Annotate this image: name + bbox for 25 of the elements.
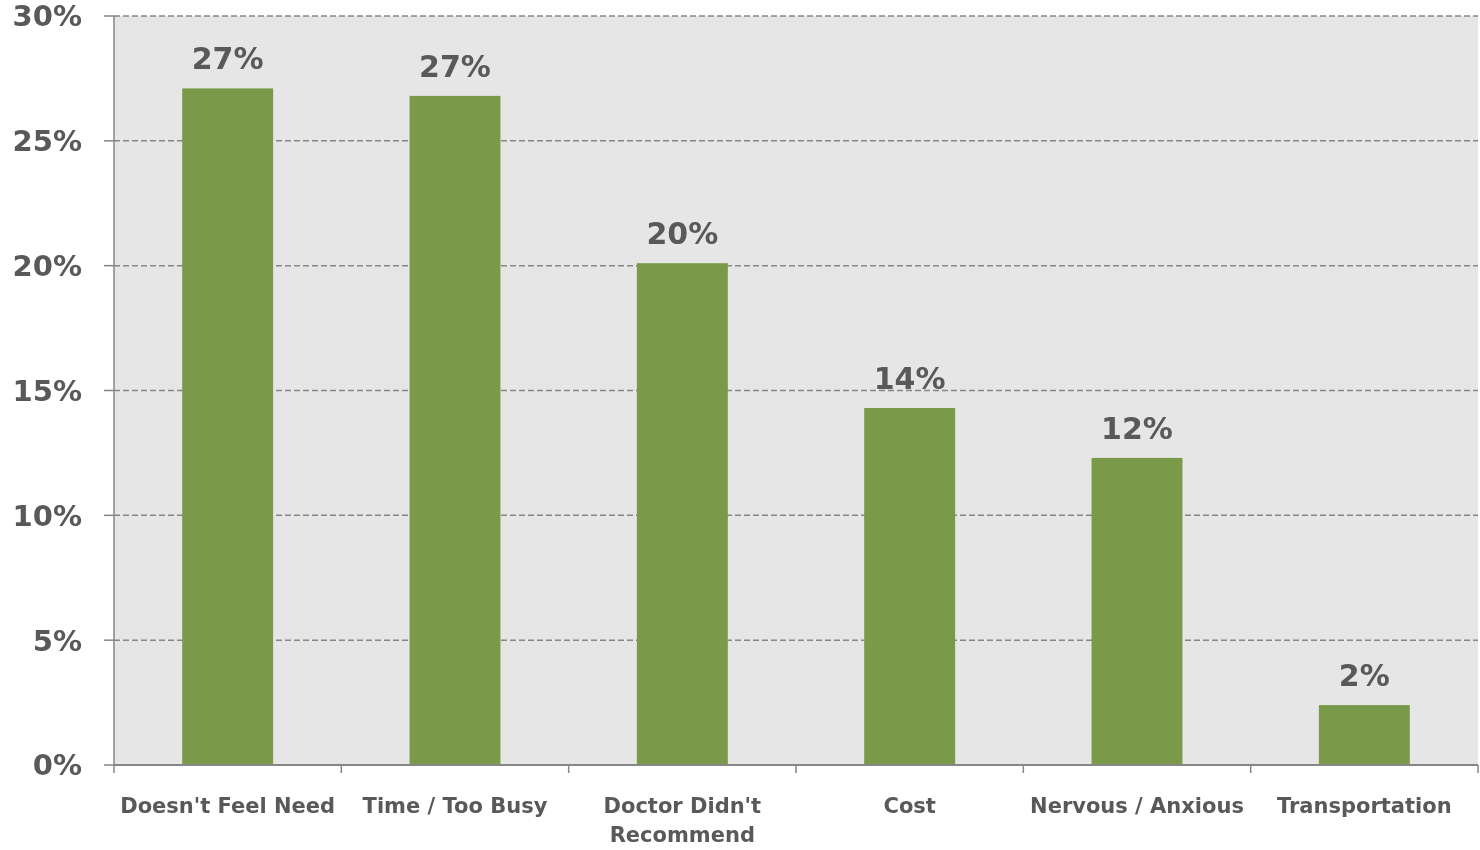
bar: [1318, 705, 1410, 765]
x-tick-label: Time / Too Busy: [362, 794, 548, 818]
x-tick-label: Doctor Didn't Recommend: [603, 794, 762, 847]
x-tick-label: Transportation: [1277, 794, 1452, 818]
data-label: 12%: [1101, 410, 1173, 446]
x-tick-label: Doesn't Feel Need: [120, 794, 336, 818]
y-tick-label: 20%: [12, 249, 82, 284]
x-tick-label: Cost: [883, 794, 936, 818]
y-tick-label: 25%: [12, 124, 82, 159]
data-label: 27%: [419, 48, 491, 84]
y-tick-label: 0%: [32, 748, 82, 783]
data-label: 2%: [1338, 658, 1390, 694]
data-label: 14%: [873, 360, 946, 396]
bar: [409, 95, 501, 765]
y-tick-label: 30%: [12, 0, 82, 34]
y-tick-label: 10%: [12, 498, 82, 533]
data-label: 20%: [646, 216, 719, 252]
x-tick-label: Nervous / Anxious: [1030, 794, 1244, 818]
y-tick-label: 15%: [12, 373, 82, 408]
bar: [636, 263, 728, 765]
bar: [182, 88, 274, 765]
bar: [1091, 457, 1183, 765]
y-tick-label: 5%: [32, 623, 82, 658]
bar: [864, 407, 956, 765]
data-label: 27%: [191, 41, 264, 77]
